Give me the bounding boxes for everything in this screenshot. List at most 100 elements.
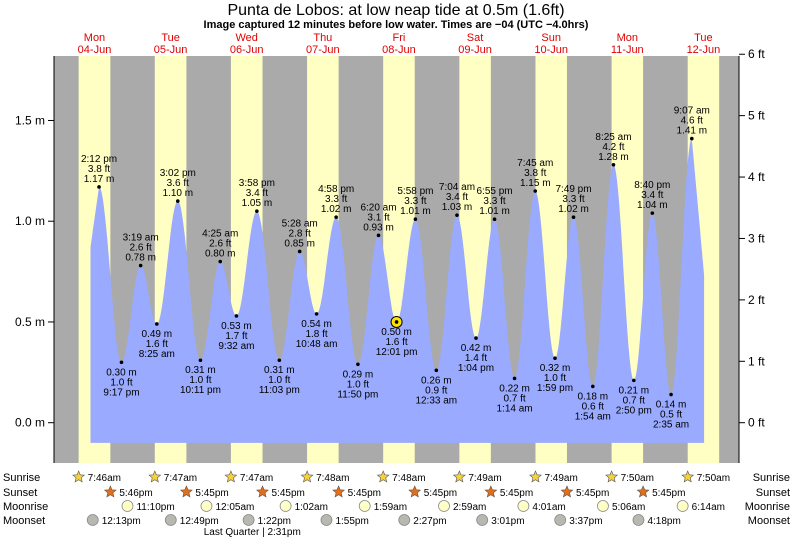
sunset-star-icon <box>179 485 193 498</box>
day-date-label: 04-Jun <box>78 44 112 56</box>
extreme-time: 2:50 pm <box>616 405 652 416</box>
extreme-feet: 3.4 ft <box>641 190 663 201</box>
moonset-time: 3:37pm <box>569 516 602 527</box>
sunset-star-icon <box>103 485 117 498</box>
extreme-time: 8:40 pm <box>634 180 670 191</box>
extreme-time: 1:54 am <box>575 411 611 422</box>
moonrise-icon <box>438 500 450 512</box>
extreme-point <box>119 360 124 365</box>
moonset-time: 4:18pm <box>647 516 680 527</box>
extreme-point <box>297 249 302 254</box>
extreme-point <box>175 199 180 203</box>
right-tick-label: 2 ft <box>748 293 765 307</box>
moonrise-time: 12:05am <box>215 502 254 513</box>
left-tick-label: 0.0 m <box>15 416 45 430</box>
moonrise-time: 6:14am <box>692 502 725 513</box>
row-label-right: Sunset <box>756 487 790 499</box>
sunset-star-icon <box>484 485 498 498</box>
extreme-time: 10:11 pm <box>180 385 221 396</box>
extreme-time: 12:01 pm <box>376 347 418 358</box>
extreme-time: 11:50 pm <box>337 389 378 400</box>
extreme-time: 5:58 pm <box>397 186 433 197</box>
day-name-label: Tue <box>161 32 180 44</box>
tide-area <box>90 138 705 443</box>
sunrise-star-icon <box>452 470 466 483</box>
extreme-feet: 2.8 ft <box>289 228 311 239</box>
extreme-time: 3:58 pm <box>239 178 275 189</box>
extreme-time: 12:33 am <box>415 395 457 406</box>
moonset-time: 1:55pm <box>335 516 368 527</box>
extreme-meters: 0.53 m <box>221 321 252 332</box>
moonset-icon <box>164 514 177 526</box>
moon-phase-label: Last Quarter | 2:31pm <box>204 527 301 538</box>
moonrise-time: 1:02am <box>295 502 328 513</box>
extreme-feet: 3.8 ft <box>524 168 546 179</box>
extreme-point <box>376 233 381 238</box>
extreme-meters: 1.03 m <box>442 202 473 213</box>
right-tick-label: 1 ft <box>748 354 765 368</box>
extreme-time: 7:49 pm <box>555 184 591 195</box>
day-name-label: Thu <box>313 32 332 44</box>
extreme-time: 10:48 am <box>296 339 338 350</box>
sunset-star-icon <box>332 485 346 498</box>
extreme-feet: 2.6 ft <box>209 239 231 250</box>
sunrise-time: 7:47am <box>240 473 273 484</box>
moonrise-time: 2:59am <box>453 502 486 513</box>
extreme-time: 1:59 pm <box>537 383 573 394</box>
moonrise-time: 11:10pm <box>136 502 174 513</box>
extreme-point <box>474 336 478 340</box>
extreme-point <box>669 392 673 397</box>
extreme-point <box>155 322 159 326</box>
extreme-meters: 0.54 m <box>301 319 332 330</box>
sunset-time: 5:45pm <box>652 488 685 499</box>
extreme-point <box>198 358 203 363</box>
right-tick-label: 3 ft <box>748 231 765 245</box>
extreme-time: 9:32 am <box>218 341 254 352</box>
extreme-time: 2:35 am <box>653 419 689 430</box>
day-date-label: 06-Jun <box>230 44 264 56</box>
moonset-time: 2:27pm <box>413 516 446 527</box>
sunset-time: 5:45pm <box>424 488 457 499</box>
day-name-label: Mon <box>84 32 105 44</box>
moonrise-icon <box>676 500 689 512</box>
left-tick-label: 0.5 m <box>15 315 45 329</box>
chart-subtitle: Image captured 12 minutes before low wat… <box>204 19 589 31</box>
extreme-feet: 3.4 ft <box>246 188 268 199</box>
extreme-meters: 1.10 m <box>162 188 193 199</box>
right-tick-label: 4 ft <box>748 170 765 184</box>
sunrise-star-icon <box>148 470 162 483</box>
sunrise-star-icon <box>224 470 238 483</box>
day-date-label: 07-Jun <box>306 44 340 56</box>
extreme-meters: 0.32 m <box>540 363 571 374</box>
moonrise-time: 5:06am <box>612 502 645 513</box>
sunset-star-icon <box>408 485 422 498</box>
extreme-feet: 4.2 ft <box>602 142 624 153</box>
extreme-point <box>314 312 319 316</box>
sunset-star-icon <box>256 485 269 498</box>
extreme-point <box>455 213 459 217</box>
extreme-point <box>234 314 239 318</box>
extreme-point <box>512 376 517 381</box>
extreme-meters: 1.04 m <box>637 200 668 211</box>
extreme-feet: 1.0 ft <box>347 379 369 390</box>
day-date-label: 05-Jun <box>154 44 188 56</box>
moonset-icon <box>398 514 411 526</box>
sunset-time: 5:46pm <box>119 488 152 499</box>
extreme-time: 4:25 am <box>202 229 238 240</box>
sunrise-time: 7:48am <box>392 473 425 484</box>
extreme-point <box>690 136 694 141</box>
moonrise-time: 4:01am <box>532 502 565 513</box>
extreme-point <box>138 263 143 268</box>
extreme-feet: 1.8 ft <box>305 329 327 340</box>
extreme-feet: 3.8 ft <box>88 164 110 175</box>
extreme-time: 1:04 pm <box>458 363 494 374</box>
extreme-meters: 0.18 m <box>578 391 609 402</box>
extreme-feet: 0.6 ft <box>582 401 604 412</box>
sunrise-star-icon <box>605 470 619 483</box>
moonset-time: 1:22pm <box>258 516 291 527</box>
day-date-label: 08-Jun <box>382 44 416 56</box>
extreme-feet: 0.7 ft <box>623 395 645 406</box>
sunrise-time: 7:50am <box>697 473 730 484</box>
extreme-meters: 0.21 m <box>619 385 650 396</box>
